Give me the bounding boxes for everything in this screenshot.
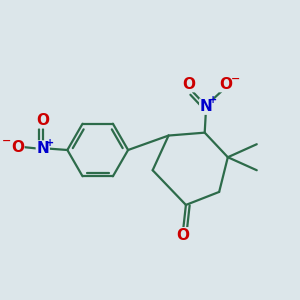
Text: O: O [219, 76, 232, 92]
Text: O: O [176, 228, 190, 243]
Text: N: N [200, 99, 212, 114]
Text: O: O [36, 113, 49, 128]
Text: N: N [36, 141, 49, 156]
Text: +: + [209, 95, 217, 105]
Text: −: − [231, 74, 240, 84]
Text: +: + [46, 138, 54, 148]
Text: O: O [11, 140, 24, 154]
Text: −: − [2, 136, 11, 146]
Text: O: O [182, 76, 195, 92]
